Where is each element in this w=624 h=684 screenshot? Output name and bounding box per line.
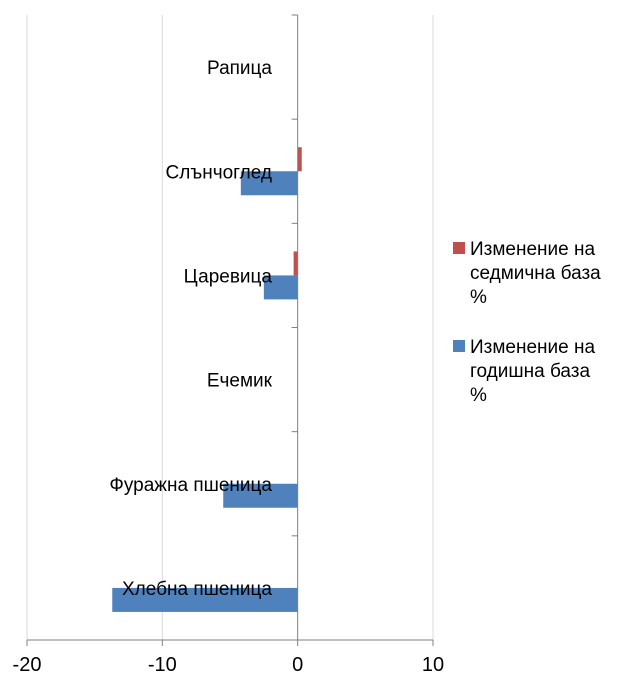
- bar: [240, 171, 298, 196]
- gridlines: [26, 15, 434, 640]
- axes: [26, 14, 434, 646]
- legend-label: %: [470, 385, 487, 406]
- legend-label: Изменение на: [470, 239, 596, 260]
- category-labels: Рапица Слънчоглед Царевица Ечемик Фуражна пш…: [109, 58, 272, 600]
- x-tick-label: -20: [13, 654, 42, 676]
- category-label: Слънчоглед: [166, 162, 272, 183]
- x-tick-label: -10: [148, 654, 177, 676]
- bar: [263, 275, 298, 300]
- category-label: Царевица: [184, 266, 273, 287]
- legend: Изменение на седмична база% Изменение на го…: [453, 239, 601, 406]
- x-tick-label: 10: [422, 654, 444, 676]
- bar: [297, 147, 302, 172]
- x-axis-ticks: -20 -10 0 10: [13, 654, 445, 676]
- bars: [112, 147, 302, 612]
- category-label: Рапица: [207, 58, 272, 79]
- bar: [112, 587, 298, 612]
- legend-label: годишна база: [470, 361, 590, 382]
- legend-swatch: [453, 242, 465, 254]
- legend-swatch: [453, 340, 465, 352]
- category-label: Ечемик: [207, 371, 273, 392]
- bar: [293, 251, 298, 276]
- legend-label: Изменение на: [470, 337, 596, 358]
- category-label: Фуражна пшеница: [109, 475, 272, 496]
- legend-label: седмична база: [470, 263, 601, 284]
- category-label: Хлебна пшеница: [122, 579, 272, 600]
- x-tick-label: 0: [292, 654, 303, 676]
- legend-label: %: [470, 287, 487, 308]
- bar: [223, 483, 298, 508]
